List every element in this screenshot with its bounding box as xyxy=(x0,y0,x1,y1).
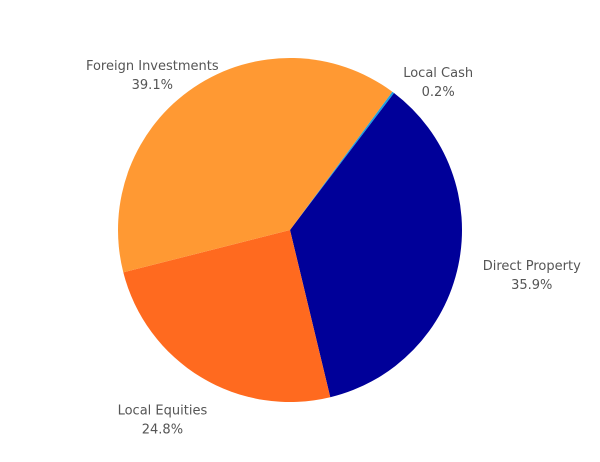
slice-label: Direct Property xyxy=(483,259,581,274)
pie-slice xyxy=(290,91,395,230)
pie-slice xyxy=(290,93,463,398)
slice-label: Foreign Investments xyxy=(86,59,219,74)
slice-value-label: 35.9% xyxy=(511,278,552,293)
slice-value-label: 0.2% xyxy=(422,85,455,100)
slice-value-label: 39.1% xyxy=(132,78,173,93)
pie-slice xyxy=(118,58,393,273)
pie-slice xyxy=(123,230,331,402)
slice-label: Local Cash xyxy=(403,66,473,81)
slice-value-label: 24.8% xyxy=(142,423,183,438)
slice-label: Local Equities xyxy=(118,404,208,419)
